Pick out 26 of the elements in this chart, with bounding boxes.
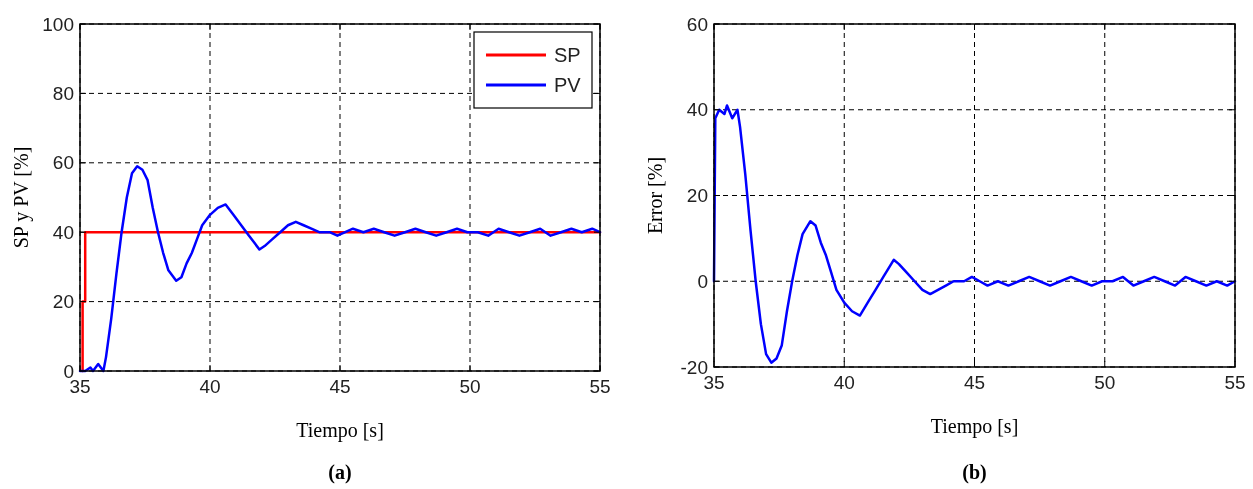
y-axis-title: SP y PV [%] xyxy=(10,146,33,249)
x-tick-label: 45 xyxy=(329,376,351,397)
line-series xyxy=(712,104,1237,364)
x-tick-label: 40 xyxy=(199,376,221,397)
y-tick-label: 60 xyxy=(52,152,74,174)
y-tick-label: 20 xyxy=(686,185,708,207)
legend-label: SP xyxy=(554,44,581,66)
x-axis-title: Tiempo [s] xyxy=(930,415,1019,438)
y-tick-label: 100 xyxy=(42,13,74,35)
y-tick-label: 20 xyxy=(52,291,74,313)
x-tick-label: 55 xyxy=(589,376,611,397)
x-tick-label: 45 xyxy=(963,372,986,393)
y-tick-label: 40 xyxy=(686,99,708,121)
x-tick-label: 50 xyxy=(459,376,481,397)
y-tick-label: 60 xyxy=(686,13,708,35)
text: (b) xyxy=(962,461,987,484)
x-tick-label: 50 xyxy=(1094,372,1116,393)
y-axis-title: Error [%] xyxy=(644,156,666,235)
legend-label: PV xyxy=(554,74,582,96)
text: (a) xyxy=(328,461,352,484)
y-tick-label: 40 xyxy=(52,221,74,243)
y-tick-label: 0 xyxy=(697,270,708,292)
x-tick-label: 40 xyxy=(833,372,855,393)
y-tick-label: 80 xyxy=(52,83,74,105)
x-tick-label: 55 xyxy=(1224,372,1246,393)
x-axis-title: Tiempo [s] xyxy=(296,419,384,442)
